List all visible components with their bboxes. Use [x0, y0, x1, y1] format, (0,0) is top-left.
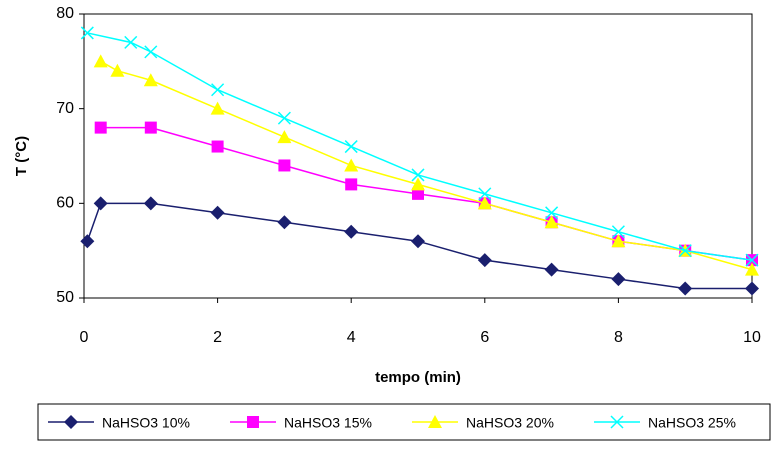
y-tick-label: 70: [56, 100, 74, 117]
marker: [277, 130, 292, 144]
marker: [344, 158, 359, 172]
marker: [545, 206, 559, 220]
marker: [110, 63, 125, 77]
marker: [412, 187, 424, 200]
x-tick-label: 2: [213, 329, 222, 346]
marker: [278, 159, 291, 172]
marker: [745, 253, 759, 267]
x-axis-label: tempo (min): [375, 369, 461, 386]
marker: [80, 26, 94, 40]
legend-label: NaHSO3 25%: [648, 415, 736, 431]
marker: [64, 415, 78, 429]
marker: [124, 35, 138, 49]
marker: [94, 121, 107, 134]
marker: [93, 196, 108, 211]
marker: [247, 416, 259, 428]
marker: [93, 54, 108, 68]
marker: [344, 224, 359, 239]
marker: [277, 111, 291, 125]
marker: [544, 262, 559, 277]
marker: [210, 101, 225, 115]
marker: [344, 140, 358, 154]
marker: [411, 234, 425, 249]
marker: [678, 244, 692, 258]
x-tick-label: 0: [80, 329, 89, 346]
marker: [143, 73, 158, 87]
marker: [144, 121, 157, 134]
plot-frame: [83, 13, 753, 299]
marker: [611, 234, 626, 248]
marker: [610, 415, 624, 429]
marker: [211, 83, 225, 97]
marker: [678, 281, 693, 296]
marker: [80, 234, 95, 249]
marker: [211, 140, 224, 153]
x-tick-label: 6: [480, 329, 489, 346]
marker: [477, 196, 492, 210]
y-axis-label: T (°C): [13, 136, 30, 176]
marker: [210, 205, 225, 220]
y-tick-label: 80: [56, 5, 74, 22]
x-tick-label: 4: [347, 329, 356, 346]
marker: [428, 415, 442, 428]
legend-label: NaHSO3 15%: [284, 415, 372, 431]
marker: [611, 225, 625, 239]
marker: [544, 215, 559, 229]
y-tick-label: 60: [56, 195, 74, 212]
marker: [411, 177, 425, 191]
series-line: [100, 60, 753, 271]
series-line: [100, 126, 753, 261]
marker: [478, 187, 492, 201]
marker: [745, 281, 759, 296]
marker: [611, 272, 626, 287]
marker: [477, 253, 492, 268]
x-tick-label: 10: [743, 329, 761, 346]
legend-label: NaHSO3 20%: [466, 415, 554, 431]
y-tick-label: 50: [56, 289, 74, 306]
legend-label: NaHSO3 10%: [102, 415, 190, 431]
legend-frame: [37, 403, 771, 441]
marker: [411, 168, 425, 182]
series-line: [86, 202, 752, 290]
marker: [143, 196, 158, 211]
marker: [277, 215, 292, 230]
x-tick-label: 8: [614, 329, 623, 346]
series-line: [87, 32, 753, 261]
marker: [745, 262, 759, 276]
marker: [144, 45, 158, 59]
marker: [345, 178, 358, 191]
